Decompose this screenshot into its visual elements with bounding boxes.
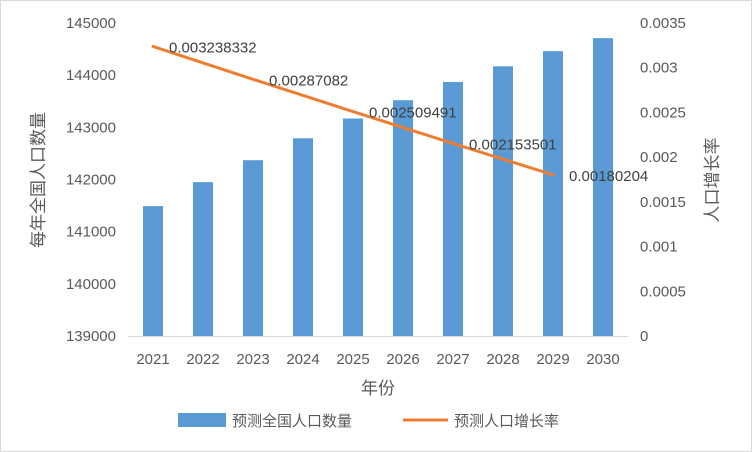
data-label: 0.00180204 (569, 168, 648, 185)
legend-label-population: 预测全国人口数量 (232, 412, 352, 430)
x-tick-label: 2030 (586, 351, 619, 368)
y2-tick-label: 0.0015 (640, 194, 686, 211)
bar (393, 100, 413, 336)
y-tick-label: 144000 (66, 67, 116, 84)
y-tick-label: 139000 (66, 328, 116, 345)
growth-rate-line (151, 44, 555, 177)
y2-tick-label: 0.0025 (640, 104, 686, 121)
y2-axis-title: 人口增长率 (703, 138, 723, 223)
x-tick-label: 2024 (286, 351, 319, 368)
x-tick-label: 2022 (186, 351, 219, 368)
x-tick-label: 2027 (436, 351, 469, 368)
bar (593, 38, 613, 337)
x-tick-label: 2021 (136, 351, 169, 368)
x-tick-label: 2028 (486, 351, 519, 368)
y2-tick-label: 0.003 (640, 60, 678, 77)
bar (543, 51, 563, 337)
legend-swatch-bar (178, 413, 226, 427)
y-tick-label: 145000 (66, 15, 116, 32)
bar (343, 118, 363, 336)
y2-tick-label: 0.0035 (640, 15, 686, 32)
data-label: 0.00287082 (269, 72, 348, 89)
data-label: 0.002509491 (369, 105, 457, 122)
y-tick-label: 143000 (66, 119, 116, 136)
x-tick-label: 2023 (236, 351, 269, 368)
bar (293, 138, 313, 336)
legend-label-growth-rate: 预测人口增长率 (454, 412, 559, 430)
data-label: 0.002153501 (469, 136, 557, 153)
y-tick-label: 142000 (66, 172, 116, 189)
bar (493, 66, 513, 336)
y-tick-label: 140000 (66, 276, 116, 293)
y2-tick-label: 0 (640, 328, 648, 345)
y-tick-label: 141000 (66, 224, 116, 241)
bar (193, 182, 213, 336)
x-tick-label: 2025 (336, 351, 369, 368)
x-axis-title: 年份 (361, 379, 395, 399)
y2-tick-label: 0.0005 (640, 283, 686, 300)
watermark: CSDN @justaboutenougha (570, 430, 740, 446)
data-label: 0.003238332 (169, 39, 257, 56)
bar (243, 160, 263, 336)
x-tick-label: 2026 (386, 351, 419, 368)
x-tick-label: 2029 (536, 351, 569, 368)
y2-tick-label: 0.002 (640, 149, 678, 166)
y2-tick-label: 0.001 (640, 239, 678, 256)
bar (143, 206, 163, 336)
y-axis-title: 每年全国人口数量 (29, 112, 49, 248)
